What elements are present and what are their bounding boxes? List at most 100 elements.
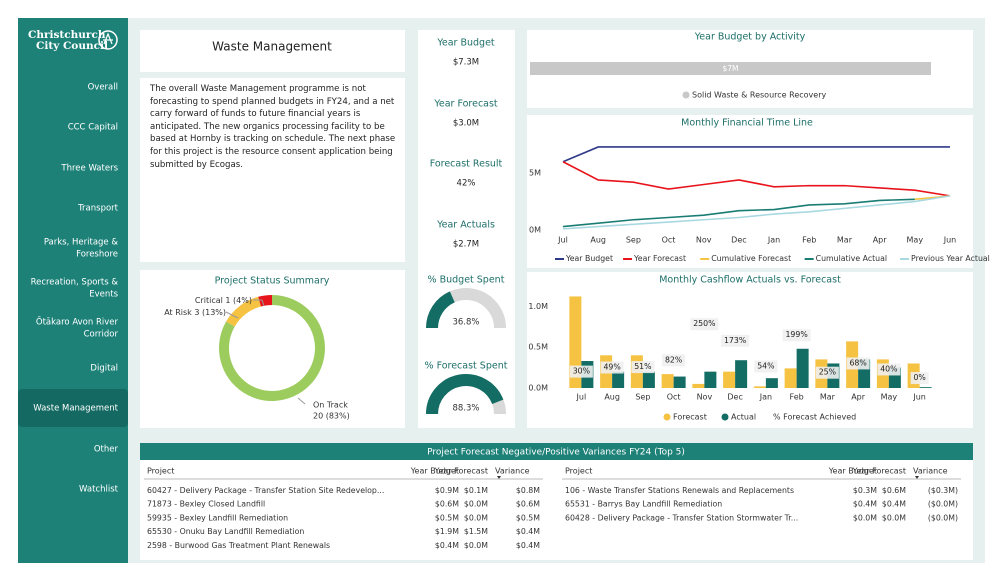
cell: $0.1M [464,486,488,495]
kpi-label: Year Actuals [436,220,495,231]
nav-item[interactable]: Recreation, Sports & [31,278,119,288]
nav-item[interactable]: Three Waters [60,164,118,174]
panel [140,270,405,428]
nav-item[interactable]: Corridor [84,330,119,340]
nav-item[interactable]: Transport [77,204,119,214]
bar [642,371,655,388]
x-tick-label: Aug [604,393,620,402]
nav-item[interactable]: Digital [90,364,118,374]
chart-title: Monthly Cashflow Actuals vs. Forecast [659,275,841,286]
legend-label: Forecast [673,413,707,422]
data-label-box [782,329,811,342]
data-label: On Track [313,401,348,410]
logo-icon [103,32,113,45]
cell: ($0.3M) [928,486,958,495]
cell: $0.4M [516,527,540,536]
cell: $0.3M [853,486,877,495]
category-label: Critical [195,296,223,305]
data-label-box [877,363,901,376]
gauge-label: 88.3% [452,404,479,414]
data-label: 30% [573,367,590,376]
x-tick-label: Nov [697,393,713,402]
leader-line [297,397,306,405]
cell: $0.4M [882,500,906,509]
x-tick-label: Jul [557,236,568,245]
legend-label: Year Forecast [633,254,686,263]
data-label: At Risk 3 (13%) [164,308,226,317]
cell: 71873 - Bexley Closed Landfill [147,500,265,509]
nav-item[interactable]: Foreshore [76,250,118,260]
x-tick-label: Aug [590,236,606,245]
x-tick-label: Jan [759,393,772,402]
legend-marker [682,91,690,99]
series-line [562,195,951,230]
gauge-label: 36.8% [452,318,479,328]
bar [704,371,717,388]
panel [140,30,405,72]
nav-item[interactable]: Other [94,445,119,455]
data-label-box [569,365,593,378]
nav-item[interactable]: Ōtākaro Avon River [36,317,119,328]
legend-marker [663,413,671,421]
series-line [562,161,951,197]
cell: $0.0M [464,500,488,509]
x-tick-label: Feb [790,393,804,402]
nav-item[interactable]: Events [89,290,118,300]
cell: 59935 - Bexley Landfill Remediation [147,513,288,522]
x-tick-label: Dec [731,236,746,245]
gauge-value [426,291,456,329]
value-label: 3 (13%) [194,308,226,317]
cell: $0.0M [464,541,488,550]
bar [919,387,932,388]
data-label-box [754,360,778,373]
data-label: 82% [665,355,682,364]
cell: $0.4M [516,541,540,550]
nav-item[interactable]: Waste Management [33,404,118,414]
x-tick-label: Jun [943,236,957,245]
cell: $0.4M [853,500,877,509]
chart-title: Project Status Summary [215,276,330,287]
x-tick-label: Feb [802,236,816,245]
category-label: At Risk [164,308,192,317]
data-label: 250% [693,319,715,328]
x-tick-label: Oct [662,236,676,245]
nav-item[interactable]: Watchlist [79,485,119,495]
x-tick-label: Mar [820,393,836,402]
nav-item[interactable]: CCC Capital [68,123,118,133]
leader-line [253,299,265,307]
data-label-box [721,334,750,347]
table-header-bar [140,443,973,460]
column-header: Year Forecast [434,467,488,476]
data-label: 20 (83%) [313,412,350,421]
cell: $1.9M [435,527,459,536]
donut-segment [258,295,273,307]
cell: ($0.0M) [928,500,958,509]
data-label-box [662,354,686,367]
data-label: 173% [724,336,746,345]
chart-title: % Forecast Spent [425,361,508,372]
data-label: Critical 1 (4%) [195,296,252,305]
x-tick-label: May [881,393,898,402]
bar [723,371,736,388]
data-label: 51% [634,362,651,371]
y-tick-label: 0.0M [528,384,548,393]
bar-label: $7M [722,64,738,73]
x-tick-label: Oct [667,393,681,402]
nav-item[interactable]: Parks, Heritage & [44,238,119,248]
data-label-box [690,318,719,331]
cell: 2598 - Burwood Gas Treatment Plant Renew… [147,541,330,550]
cell: 60427 - Delivery Package - Transfer Stat… [147,486,384,495]
x-tick-label: May [907,236,924,245]
x-tick-label: Sep [635,393,650,402]
kpi-value: $2.7M [453,240,479,250]
x-tick-label: Jun [912,393,926,402]
cell: $1.5M [464,527,488,536]
bar [796,348,809,388]
y-tick-label: 5M [529,169,541,178]
x-tick-label: Nov [696,236,712,245]
logo-text: Christchurch [28,29,106,41]
cell: $0.4M [435,541,459,550]
bar [530,62,931,75]
nav-item[interactable]: Overall [88,83,118,93]
